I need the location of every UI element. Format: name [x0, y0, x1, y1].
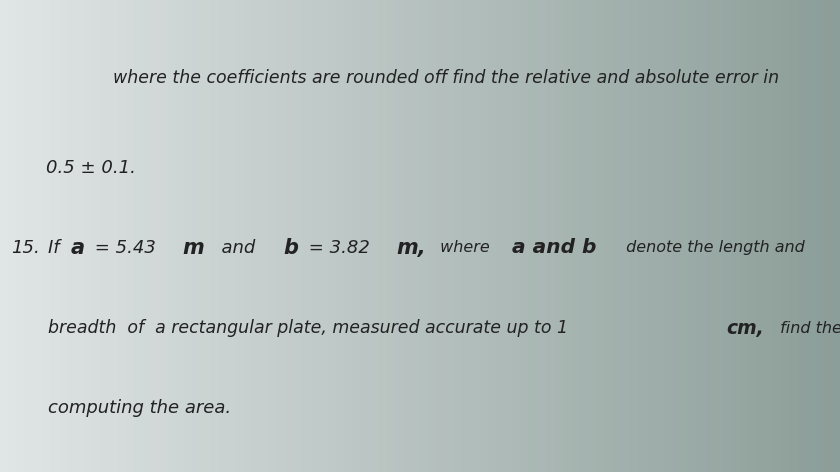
Text: breadth  of  a rectangular plate, measured accurate up to 1: breadth of a rectangular plate, measured… [48, 319, 574, 337]
Text: m,: m, [396, 238, 426, 258]
Text: = 5.43: = 5.43 [88, 239, 161, 257]
Text: 15.: 15. [11, 239, 39, 257]
Text: b: b [284, 238, 298, 258]
Text: find the error in: find the error in [774, 320, 840, 336]
Text: 0.5 ± 0.1.: 0.5 ± 0.1. [46, 159, 136, 177]
Text: a: a [71, 238, 85, 258]
Text: computing the area.: computing the area. [48, 399, 231, 417]
Text: = 3.82: = 3.82 [303, 239, 375, 257]
Text: denote the length and: denote the length and [621, 240, 805, 255]
Text: and: and [210, 239, 267, 257]
Text: where: where [435, 240, 495, 255]
Text: a and b: a and b [512, 238, 596, 257]
Text: cm,: cm, [726, 319, 764, 337]
Text: m: m [182, 238, 204, 258]
Text: where the coefficients are rounded off find the relative and absolute error in: where the coefficients are rounded off f… [113, 69, 785, 87]
Text: If: If [48, 239, 66, 257]
